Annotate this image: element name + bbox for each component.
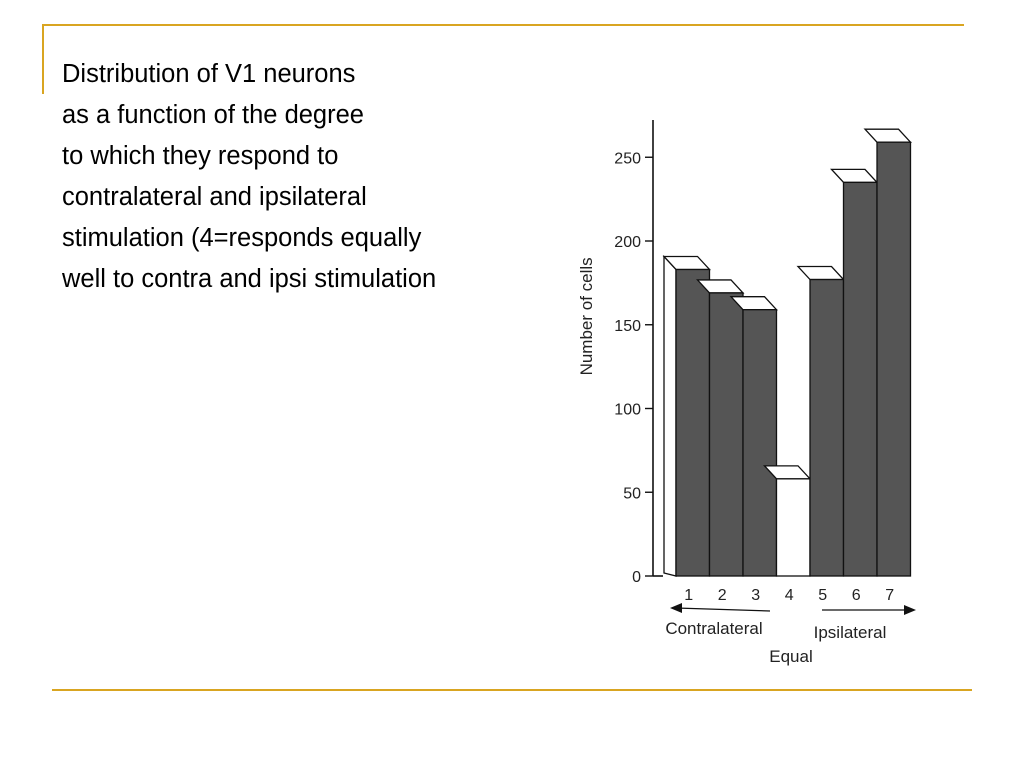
x-tick-label-6: 6: [852, 587, 861, 604]
contralateral-arrow-head: [670, 603, 682, 613]
y-axis-label: Number of cells: [577, 257, 596, 375]
bar-3: [742, 309, 778, 577]
top-rule: [42, 24, 964, 26]
equal-label: Equal: [769, 647, 812, 666]
ipsilateral-label: Ipsilateral: [814, 623, 887, 642]
x-tick-label-3: 3: [751, 587, 760, 604]
caption-line-1: Distribution of V1 neurons: [62, 60, 356, 88]
bar-top-5: [796, 265, 845, 281]
caption-line-3: to which they respond to: [62, 142, 339, 170]
caption-line-2: as a function of the degree: [62, 101, 364, 129]
bar-1: [675, 268, 711, 577]
y-tick-label-50: 50: [623, 485, 641, 502]
y-tick-label-200: 200: [614, 234, 641, 251]
x-tick-label-2: 2: [718, 587, 727, 604]
contralateral-label: Contralateral: [665, 619, 762, 638]
x-tick-label-1: 1: [684, 587, 693, 604]
contralateral-arrow-line: [675, 607, 771, 612]
y-tick-label-0: 0: [632, 569, 641, 586]
bar-7: [876, 141, 912, 577]
y-axis-group: 0 50 100 150 200 250: [614, 120, 663, 586]
x-tick-label-7: 7: [885, 587, 894, 604]
bar-3d-side-wall: [663, 254, 677, 577]
left-rule: [42, 24, 44, 94]
labels-group: Number of cells 1 2 3 4 5 6 7 Contralateral Ipsil…: [577, 257, 916, 666]
bar-6: [842, 181, 878, 577]
x-tick-label-5: 5: [818, 587, 827, 604]
bar-5: [809, 278, 845, 577]
bar-4: [775, 478, 811, 577]
y-tick-label-150: 150: [614, 318, 641, 335]
y-tick-label-250: 250: [614, 150, 641, 167]
ipsilateral-arrow-head: [904, 605, 916, 615]
caption-line-4: contralateral and ipsilateral: [62, 183, 367, 211]
slide-caption: Distribution of V1 neurons as a function…: [62, 54, 572, 300]
bar-top-7: [863, 128, 912, 143]
bottom-rule: [52, 689, 972, 691]
bars-group: [662, 128, 912, 577]
y-tick-label-100: 100: [614, 402, 641, 419]
bar-top-6: [830, 168, 879, 184]
caption-line-6: well to contra and ipsi stimulation: [62, 265, 437, 293]
caption-line-5: stimulation (4=responds equally: [62, 224, 422, 252]
bar-2: [708, 292, 744, 577]
x-tick-label-4: 4: [785, 587, 794, 604]
neuron-distribution-chart: 0 50 100 150 200 250 Number of cells 1 2 3 4 5 6 7 Co…: [577, 120, 916, 666]
